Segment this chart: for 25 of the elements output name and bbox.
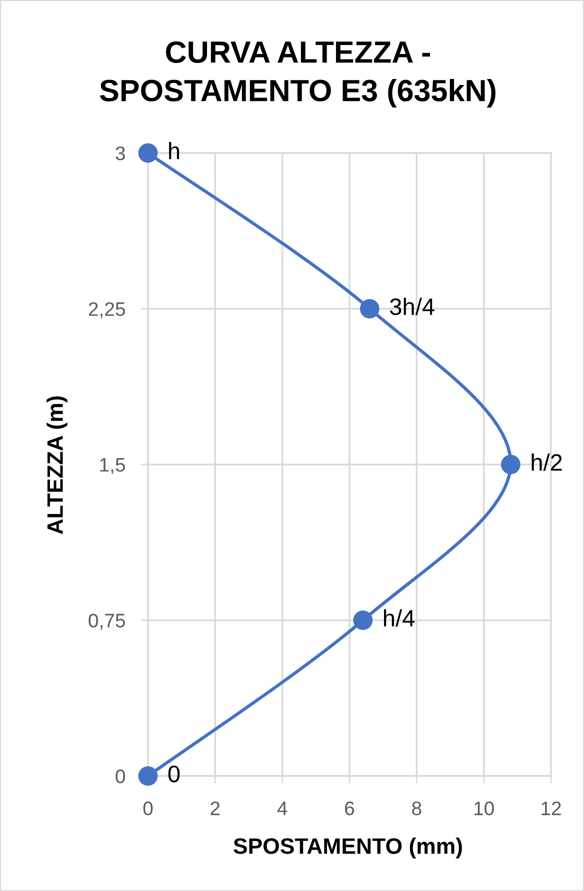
- x-tick-label: 6: [345, 802, 354, 816]
- y-tick-label: 0: [116, 769, 126, 784]
- x-axis-title: SPOSTAMENTO (mm): [234, 838, 462, 858]
- x-tick-label: 12: [542, 802, 561, 816]
- annotation: h/2: [532, 453, 562, 471]
- point: [138, 143, 158, 163]
- x-tick-label: 4: [277, 802, 288, 816]
- y-tick-label: 1,5: [100, 458, 125, 474]
- x-tick-label: 10: [474, 802, 494, 816]
- point: [500, 454, 520, 474]
- x-tick-label: 0: [143, 802, 153, 816]
- y-axis-title: ALTEZZA (m): [46, 396, 68, 534]
- chart-title: CURVA ALTEZZA - SPOSTAMENTO E3 (635kN): [100, 41, 496, 108]
- point: [360, 299, 380, 318]
- x-tick-label: 8: [412, 802, 422, 816]
- x-tick-label: 2: [210, 802, 220, 816]
- annotation: h/4: [384, 609, 415, 627]
- annotation: 3h/4: [390, 298, 434, 316]
- point: [353, 610, 373, 630]
- y-tick-label: 2,25: [88, 302, 125, 318]
- annotation: 0: [168, 766, 180, 782]
- annotation: h: [169, 142, 180, 160]
- y-tick-label: 3: [116, 146, 125, 160]
- y-tick-label: 0,75: [88, 614, 125, 630]
- point: [138, 766, 158, 786]
